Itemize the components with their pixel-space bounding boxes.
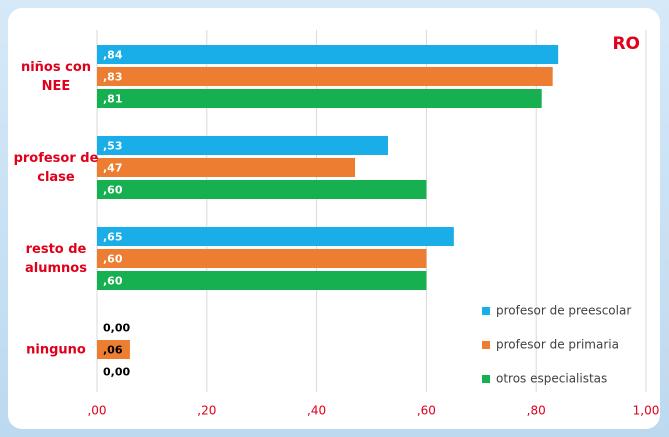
- bar: [97, 158, 356, 177]
- value-label: ,60: [103, 184, 123, 197]
- legend-swatch: [482, 375, 490, 383]
- bar: [97, 340, 130, 359]
- value-label: ,65: [103, 231, 123, 244]
- y-tick-label: ninguno: [26, 342, 86, 357]
- y-tick-label: profesor de clase: [13, 150, 99, 185]
- y-tick-label: resto de alumnos: [25, 241, 87, 276]
- x-tick-label: ,00: [87, 404, 106, 418]
- bar: [97, 271, 427, 290]
- value-label: ,83: [103, 71, 123, 84]
- bar: [97, 180, 427, 199]
- bar: [97, 249, 427, 268]
- x-tick-label: ,80: [527, 404, 546, 418]
- value-label: 0,00: [103, 366, 130, 379]
- value-label: ,47: [103, 162, 123, 175]
- legend-swatch: [482, 341, 490, 349]
- bar: [97, 227, 454, 246]
- value-label: ,06: [103, 344, 123, 357]
- value-label: ,84: [103, 49, 123, 62]
- legend-label: profesor de primaria: [496, 338, 619, 352]
- value-label: ,60: [103, 253, 123, 266]
- panel: [8, 8, 660, 429]
- bar: [97, 67, 553, 86]
- legend-swatch: [482, 307, 490, 315]
- legend-label: profesor de preescolar: [496, 304, 631, 318]
- x-tick-label: ,40: [307, 404, 326, 418]
- x-tick-label: ,20: [197, 404, 216, 418]
- value-label: 0,00: [103, 322, 130, 335]
- y-tick-label: niños con NEE: [20, 59, 92, 94]
- value-label: ,60: [103, 275, 123, 288]
- bar: [97, 89, 542, 108]
- legend-label: otros especialistas: [496, 372, 607, 386]
- x-tick-label: ,60: [417, 404, 436, 418]
- bar: [97, 45, 559, 64]
- value-label: ,53: [103, 140, 123, 153]
- value-label: ,81: [103, 93, 123, 106]
- bar: [97, 136, 388, 155]
- annotation: RO: [612, 34, 640, 54]
- x-tick-label: 1,00: [633, 404, 660, 418]
